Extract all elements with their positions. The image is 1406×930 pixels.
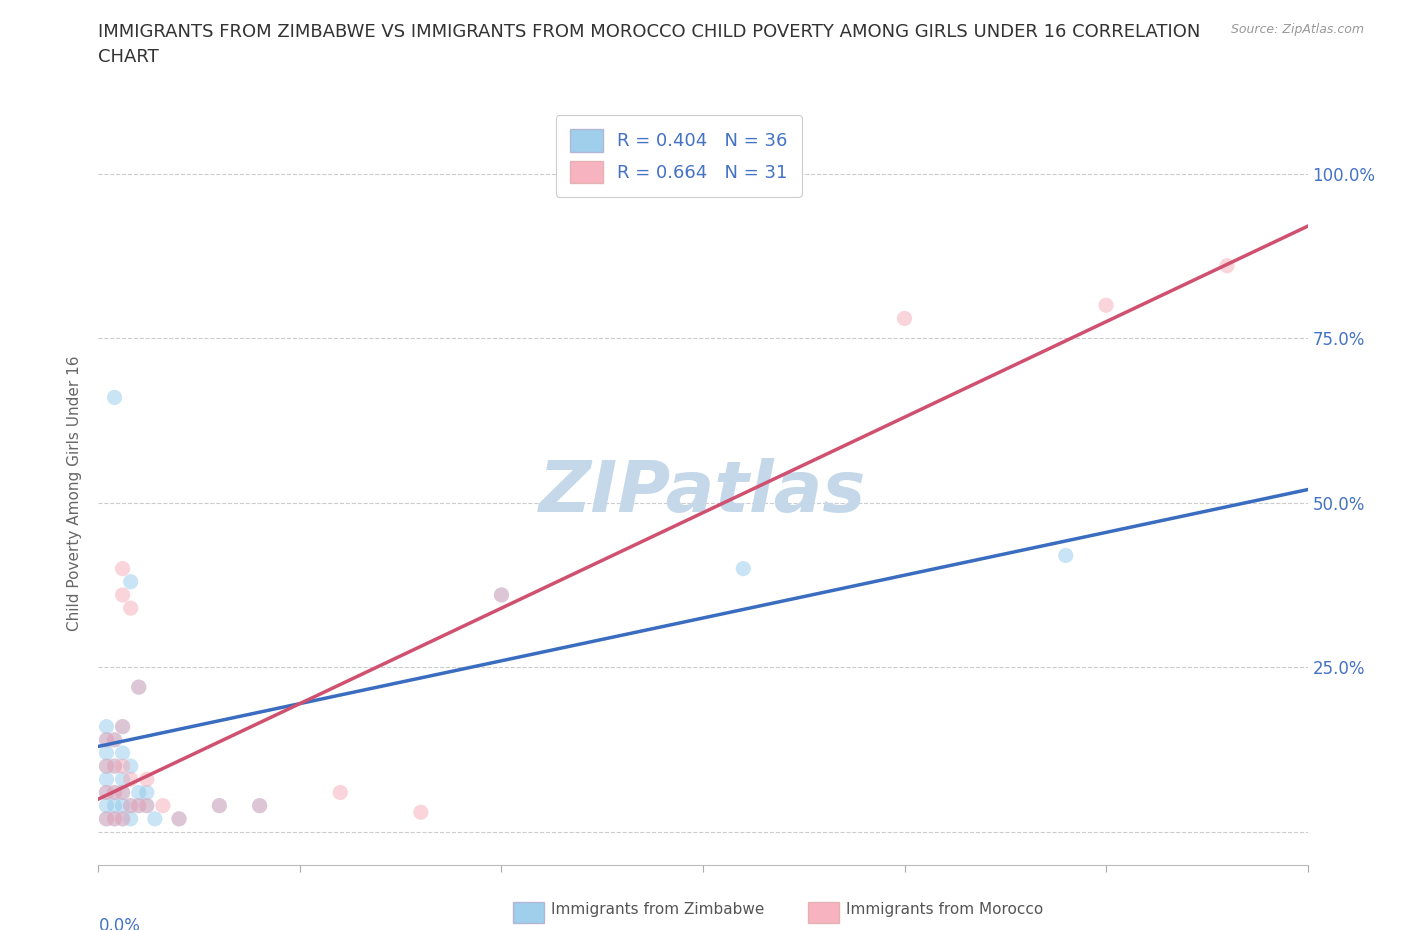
Point <box>111 719 134 734</box>
Y-axis label: Child Poverty Among Girls Under 16: Child Poverty Among Girls Under 16 <box>67 355 83 631</box>
Text: Immigrants from Morocco: Immigrants from Morocco <box>846 902 1043 917</box>
Point <box>96 719 118 734</box>
Point <box>135 798 157 813</box>
Text: 0.0%: 0.0% <box>98 917 141 930</box>
Point <box>491 588 513 603</box>
Point <box>733 561 755 576</box>
Legend: R = 0.404   N = 36, R = 0.664   N = 31: R = 0.404 N = 36, R = 0.664 N = 31 <box>555 115 801 197</box>
Point <box>103 811 125 826</box>
Point <box>120 759 142 774</box>
Point <box>111 746 134 761</box>
Point <box>96 811 118 826</box>
Point <box>103 798 125 813</box>
Text: ZIPatlas: ZIPatlas <box>540 458 866 527</box>
Point <box>96 798 118 813</box>
Point <box>96 759 118 774</box>
Point <box>249 798 271 813</box>
Point <box>111 561 134 576</box>
Point <box>111 759 134 774</box>
Text: IMMIGRANTS FROM ZIMBABWE VS IMMIGRANTS FROM MOROCCO CHILD POVERTY AMONG GIRLS UN: IMMIGRANTS FROM ZIMBABWE VS IMMIGRANTS F… <box>98 23 1201 66</box>
Point <box>103 390 125 405</box>
Point <box>120 798 142 813</box>
Point <box>1095 298 1118 312</box>
Point <box>96 746 118 761</box>
Text: Immigrants from Zimbabwe: Immigrants from Zimbabwe <box>551 902 765 917</box>
Point <box>409 804 432 819</box>
Point <box>120 601 142 616</box>
Point <box>128 798 150 813</box>
Point <box>96 772 118 787</box>
Point <box>111 785 134 800</box>
Point <box>103 785 125 800</box>
Point <box>103 785 125 800</box>
Point <box>103 759 125 774</box>
Point <box>120 798 142 813</box>
Point <box>103 732 125 747</box>
Point <box>103 811 125 826</box>
Point <box>1054 548 1077 563</box>
Point <box>111 798 134 813</box>
Point <box>128 798 150 813</box>
Text: Source: ZipAtlas.com: Source: ZipAtlas.com <box>1230 23 1364 36</box>
Point <box>96 732 118 747</box>
Point <box>111 811 134 826</box>
Point <box>208 798 231 813</box>
Point <box>491 588 513 603</box>
Point <box>120 811 142 826</box>
Point <box>103 732 125 747</box>
Point <box>96 785 118 800</box>
Point <box>135 785 157 800</box>
Point <box>152 798 174 813</box>
Point <box>128 680 150 695</box>
Point <box>120 772 142 787</box>
Point <box>111 772 134 787</box>
Point <box>329 785 352 800</box>
Point <box>128 680 150 695</box>
Point <box>128 785 150 800</box>
Point <box>135 772 157 787</box>
Point <box>111 785 134 800</box>
Point <box>143 811 166 826</box>
Point <box>96 811 118 826</box>
Point <box>96 732 118 747</box>
Point <box>135 798 157 813</box>
Point <box>167 811 190 826</box>
Point <box>249 798 271 813</box>
Point <box>167 811 190 826</box>
Point <box>120 575 142 590</box>
Point <box>893 311 915 325</box>
Point <box>111 719 134 734</box>
Point <box>96 759 118 774</box>
Point <box>111 588 134 603</box>
Point <box>208 798 231 813</box>
Point <box>1216 259 1239 273</box>
Point <box>96 785 118 800</box>
Point <box>111 811 134 826</box>
Point <box>103 759 125 774</box>
